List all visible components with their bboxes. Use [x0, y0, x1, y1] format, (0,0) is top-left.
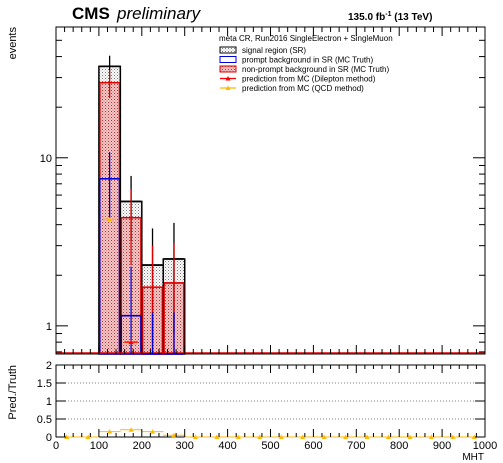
x-tick-label: 0 [53, 440, 59, 452]
energy-label: (13 TeV) [391, 12, 432, 23]
ratio-qcd-marker [428, 434, 434, 439]
ratio-grid-layer [56, 382, 485, 420]
ratio-qcd-marker [128, 427, 134, 432]
legend-marker-qcd [225, 85, 231, 90]
ratio-qcd-marker [364, 434, 370, 439]
legend: signal region (SR)prompt background in S… [219, 46, 390, 93]
x-tick-label: 800 [390, 440, 408, 452]
ratio-qcd-marker [235, 434, 241, 439]
legend-title: meta CR, Run2016 SingleElectron + Single… [219, 34, 393, 43]
qcd-prediction-marker [107, 216, 113, 222]
ratio-qcd-marker [171, 432, 177, 438]
ratio-qcd-marker [385, 434, 391, 439]
ratio-y-tick-label: 0.5 [37, 414, 52, 426]
ratio-qcd-marker [107, 429, 113, 434]
ratio-qcd-marker [150, 429, 156, 434]
ratio-qcd-marker [471, 434, 477, 439]
ratio-qcd-marker [64, 434, 70, 439]
x-tick-label: 600 [304, 440, 322, 452]
main-axes-layer: 1 10 [40, 27, 486, 354]
x-tick-label: 100 [90, 440, 108, 452]
x-tick-label: 400 [218, 440, 236, 452]
legend-swatch-signal [219, 46, 237, 54]
legend-marker-dilepton [225, 76, 231, 81]
ratio-qcd-marker [343, 434, 349, 439]
x-tick-label: 500 [261, 440, 279, 452]
ratio-points-layer [55, 427, 486, 439]
lumi-exponent: -1 [385, 11, 391, 18]
x-tick-label: 900 [433, 440, 451, 452]
x-axis-title: MHT [462, 452, 484, 463]
y-tick-label: 1 [46, 321, 52, 333]
ratio-qcd-marker [85, 434, 91, 439]
legend-label: prediction from MC (QCD method) [242, 84, 364, 93]
x-tick-label: 700 [347, 440, 365, 452]
ratio-qcd-marker [450, 434, 456, 439]
legend-label: signal region (SR) [242, 46, 306, 55]
x-tick-label: 300 [176, 440, 194, 452]
ratio-qcd-marker [300, 434, 306, 439]
ratio-y-tick-label: 1 [46, 396, 52, 408]
ratio-qcd-marker [257, 434, 263, 439]
ratio-qcd-marker [321, 434, 327, 439]
ratio-qcd-marker [407, 434, 413, 439]
y-axis-title: events [7, 27, 19, 60]
legend-label: prompt background in SR (MC Truth) [242, 56, 373, 65]
main-bars-layer [56, 65, 485, 355]
ratio-y-tick-label: 2 [46, 360, 52, 372]
ratio-frame [55, 364, 486, 438]
ratio-qcd-marker [214, 434, 220, 439]
lumi-label: 135.0 fb-1 (13 TeV) [348, 11, 432, 23]
y-tick-label: 10 [40, 153, 52, 165]
cms-label: CMS [72, 4, 110, 23]
ratio-axes-layer: 0 0.5 1 1.5 2 0 100 200 300 400 500 600 700 800 900 100… [37, 360, 498, 452]
ratio-qcd-marker [192, 434, 198, 439]
x-tick-label: 200 [133, 440, 151, 452]
legend-label: non-prompt background in SR (MC Truth) [242, 65, 390, 74]
legend-swatch-prompt [219, 56, 237, 63]
ratio-y-axis-title: Pred./Truth [7, 365, 19, 420]
legend-swatch-nonprompt [219, 65, 237, 73]
ratio-y-tick-label: 0 [46, 432, 52, 444]
lumi-value: 135.0 fb [348, 12, 385, 23]
ratio-qcd-marker [278, 434, 284, 439]
ratio-y-tick-label: 1.5 [37, 378, 52, 390]
main-errors-layer [99, 55, 184, 355]
legend-label: prediction from MC (Dilepton method) [242, 75, 376, 84]
x-tick-label: 1000 [473, 440, 497, 452]
dilepton-prediction-marker [128, 339, 134, 345]
preliminary-label: preliminary [116, 4, 202, 23]
